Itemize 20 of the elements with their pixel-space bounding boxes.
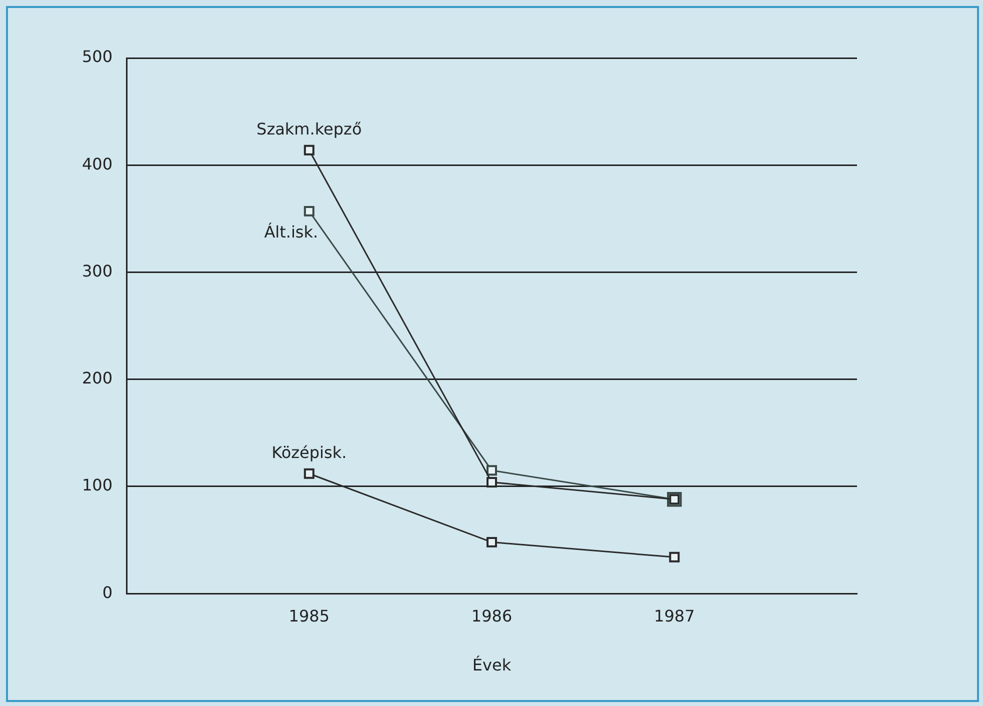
- series-label: Szakm.kepző: [256, 119, 362, 138]
- y-tick-label: 300: [82, 261, 113, 280]
- series-label: Ált.isk.: [264, 222, 318, 242]
- point: [669, 552, 680, 562]
- point: [304, 206, 314, 216]
- y-tick-label: 400: [82, 154, 113, 174]
- point: [304, 468, 314, 479]
- point: [486, 465, 498, 476]
- series-label: Középisk.: [272, 442, 347, 462]
- point: [486, 536, 498, 548]
- y-tick-label: 0: [102, 582, 113, 602]
- point: [304, 144, 314, 156]
- x-tick-label: 1985: [288, 606, 330, 626]
- point: [486, 476, 498, 488]
- y-tick-label: 500: [82, 47, 113, 66]
- y-tick-label: 200: [82, 368, 113, 388]
- y-tick-label: 100: [82, 476, 113, 495]
- x-axis-title: Évek: [472, 656, 512, 675]
- x-tick-label: 1987: [654, 606, 695, 626]
- x-tick-label: 1986: [471, 606, 512, 626]
